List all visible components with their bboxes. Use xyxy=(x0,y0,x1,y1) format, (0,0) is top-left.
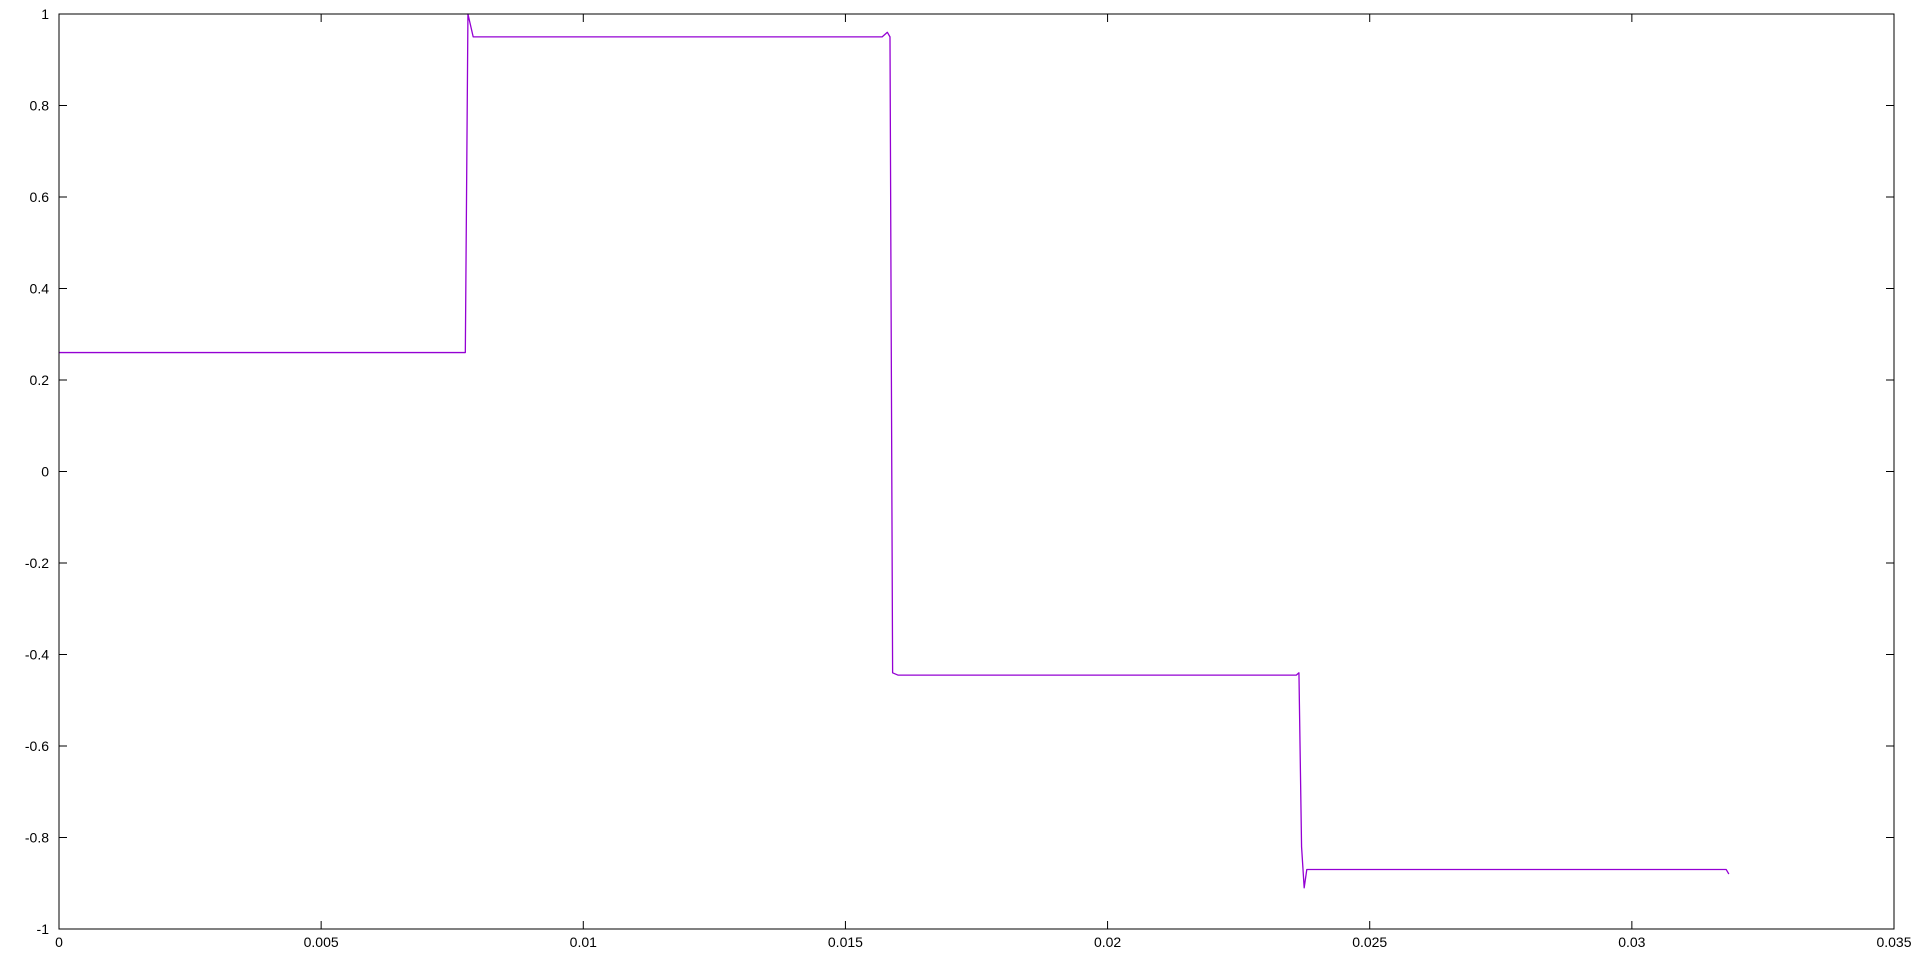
x-tick-label: 0.015 xyxy=(828,934,863,950)
y-tick-label: 0.8 xyxy=(30,98,50,114)
y-tick-label: 0.6 xyxy=(30,189,50,205)
x-tick-label: 0.035 xyxy=(1876,934,1911,950)
x-tick-label: 0.01 xyxy=(570,934,597,950)
y-tick-label: 0.2 xyxy=(30,372,50,388)
y-tick-label: 0.4 xyxy=(30,281,50,297)
x-tick-label: 0.005 xyxy=(304,934,339,950)
series-line xyxy=(59,13,1730,889)
y-tick-label: -0.8 xyxy=(25,830,49,846)
y-tick-label: 1 xyxy=(41,6,49,22)
plot-frame xyxy=(58,13,1895,930)
series-layer xyxy=(59,13,1730,889)
axis-ticks xyxy=(58,13,1895,930)
y-tick-label: 0 xyxy=(41,464,49,480)
x-tick-label: 0.02 xyxy=(1094,934,1121,950)
x-tick-label: 0 xyxy=(55,934,63,950)
tick-labels: 0 0.005 0.01 0.015 0.02 0.025 0.03 0.035 1 0.8 0.6… xyxy=(25,6,1912,950)
y-tick-label: -0.6 xyxy=(25,738,49,754)
x-tick-label: 0.025 xyxy=(1352,934,1387,950)
x-tick-label: 0.03 xyxy=(1618,934,1645,950)
y-tick-label: -1 xyxy=(37,921,50,937)
y-tick-label: -0.2 xyxy=(25,555,49,571)
y-tick-label: -0.4 xyxy=(25,647,49,663)
